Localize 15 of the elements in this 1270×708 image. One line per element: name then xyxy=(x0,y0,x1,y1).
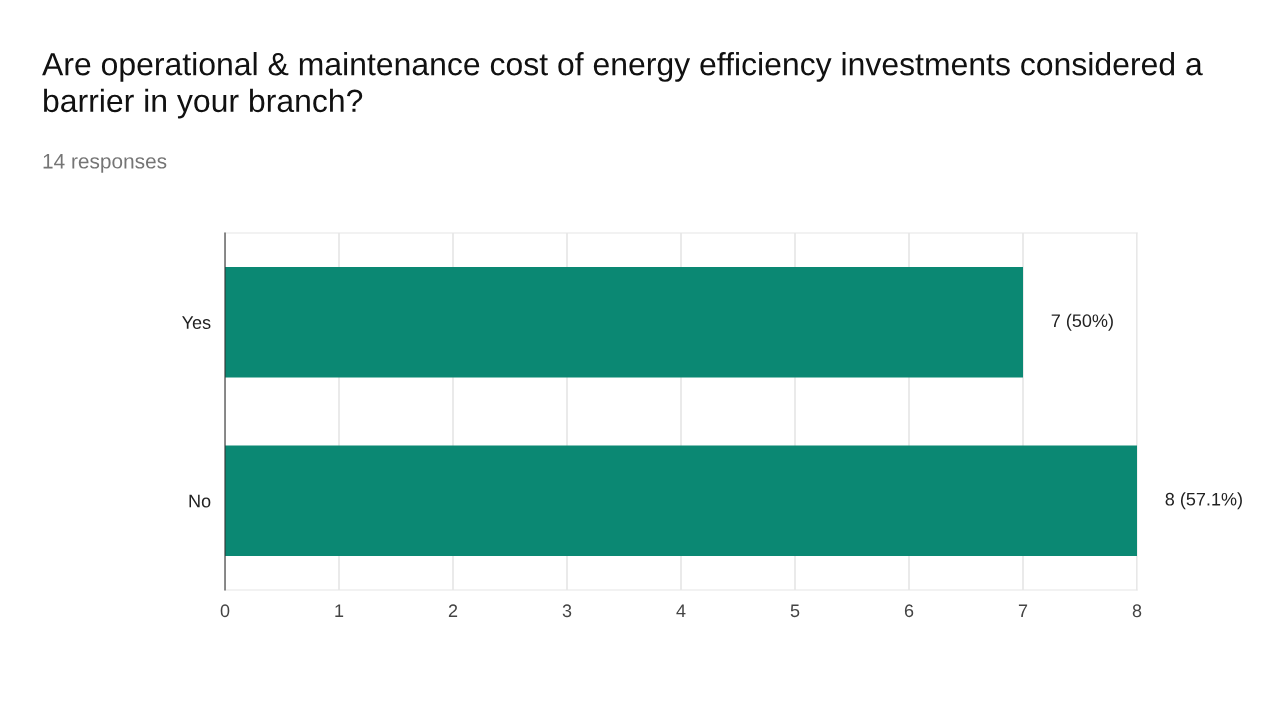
x-tick-label: 7 xyxy=(1018,604,1028,617)
x-tick-label: 2 xyxy=(448,604,458,617)
chart-title: Are operational & maintenance cost of energy efficiency investments considered a barrier in your branch? xyxy=(42,52,1203,119)
y-tick-label: No xyxy=(189,494,211,508)
x-tick-label: 1 xyxy=(335,604,344,617)
x-tick-label: 8 xyxy=(1132,604,1142,618)
data-label: 7 (50%) xyxy=(1051,313,1113,331)
x-tick-label: 5 xyxy=(790,604,800,618)
chart-subtitle: 14 responses xyxy=(43,154,167,173)
x-tick-label: 3 xyxy=(562,604,572,618)
x-tick-label: 0 xyxy=(220,604,230,618)
y-tick-label: Yes xyxy=(182,316,211,329)
x-tick-label: 4 xyxy=(676,604,686,617)
x-tick-label: 6 xyxy=(904,604,914,618)
data-label: 8 (57.1%) xyxy=(1165,492,1242,510)
